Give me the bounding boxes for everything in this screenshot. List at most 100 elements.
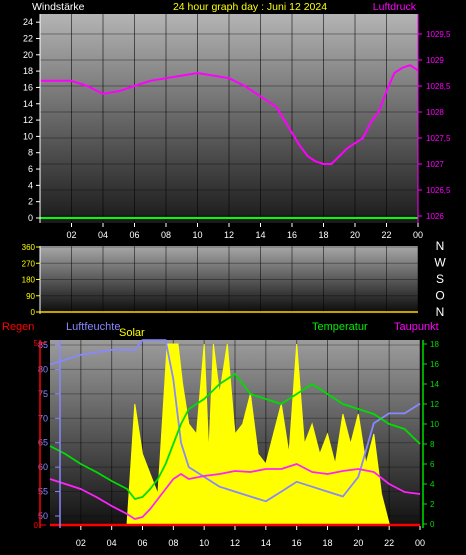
luftfeuchte-label: Luftfeuchte: [66, 321, 120, 333]
x-tick-label: 02: [76, 538, 86, 548]
taupunkt-label: Taupunkt: [394, 321, 439, 333]
humidity-tick-label: 70: [38, 413, 48, 423]
x-tick-label: 08: [161, 230, 171, 240]
x-tick-label: 02: [66, 230, 76, 240]
regen-label: Regen: [2, 321, 34, 333]
humidity-tick-label: 60: [38, 462, 48, 472]
temperature-axis-ticks: 0 2 4 6 8 10 12 14 16 18: [423, 340, 439, 529]
direction-tick-label: 180: [22, 276, 36, 285]
wind-tick-label: 10: [23, 131, 33, 141]
direction-tick-label: 270: [22, 259, 36, 268]
wind-tick-label: 18: [23, 66, 33, 76]
compass-label-n: N: [436, 239, 445, 253]
humidity-tick-label: 85: [38, 340, 48, 350]
x-tick-label: 12: [224, 230, 234, 240]
x-tick-label: 06: [129, 230, 139, 240]
pressure-tick-label: 1027,5: [426, 134, 451, 143]
x-tick-label: 04: [107, 538, 117, 548]
x-tick-label: 14: [255, 230, 265, 240]
wind-tick-label: 22: [23, 33, 33, 43]
humidity-line: [49, 339, 421, 503]
wind-tick-label: 8: [28, 148, 33, 158]
pressure-tick-label: 1027: [426, 160, 444, 169]
temperature-tick-label: 14: [430, 380, 439, 389]
x-tick-label: 04: [98, 230, 108, 240]
humidity-axis-ticks: 50 55 60 65 70 75 80 85: [38, 340, 60, 521]
direction-tick-label: 360: [22, 243, 36, 252]
wind-direction-grid: [40, 246, 419, 314]
solar-label: Solar: [119, 327, 145, 339]
temperature-tick-label: 0: [430, 520, 435, 529]
x-tick-label: 14: [261, 538, 271, 548]
climate-series: [49, 339, 421, 527]
rain-tick-label: 5: [34, 339, 39, 348]
wind-tick-label: 2: [28, 197, 33, 207]
wind-tick-label: 20: [23, 50, 33, 60]
dewpoint-line: [49, 463, 421, 520]
wind-pressure-grid: [40, 14, 419, 223]
luftdruck-label: Luftdruck: [373, 1, 417, 13]
temperature-tick-label: 6: [430, 460, 435, 469]
temperature-tick-label: 8: [430, 440, 435, 449]
compass-label-n: N: [436, 305, 445, 319]
direction-axis-ticks: 0 90 180 270 360: [22, 243, 40, 317]
temperature-tick-label: 16: [430, 360, 439, 369]
humidity-tick-label: 65: [38, 438, 48, 448]
x-tick-label: 06: [137, 538, 147, 548]
x-tick-label: 18: [322, 538, 332, 548]
rain-tick-label: 0: [34, 521, 39, 530]
compass-label-s: S: [436, 272, 444, 286]
pressure-tick-label: 1028: [426, 108, 444, 117]
x-tick-label: 22: [384, 538, 394, 548]
x-tick-label: 00: [415, 538, 425, 548]
wind-pressure-series: [40, 64, 419, 219]
humidity-tick-label: 50: [38, 511, 48, 521]
wind-tick-label: 14: [23, 99, 33, 109]
direction-tick-label: 90: [26, 292, 35, 301]
x-tick-label: 18: [318, 230, 328, 240]
direction-tick-label: 0: [31, 308, 36, 317]
wind-tick-label: 0: [28, 213, 33, 223]
wind-tick-label: 16: [23, 82, 33, 92]
wind-tick-label: 12: [23, 115, 33, 125]
time-axis-ticks-top: 02 04 06 08 10 12 14 16 18 20 22 00: [66, 223, 423, 240]
humidity-tick-label: 80: [38, 364, 48, 374]
wind-tick-label: 24: [23, 17, 33, 27]
compass-label-w: W: [434, 256, 446, 270]
wind-tick-label: 4: [28, 180, 33, 190]
pressure-tick-label: 1026: [426, 212, 444, 221]
x-tick-label: 00: [413, 230, 423, 240]
time-axis-ticks-bottom: 02 04 06 08 10 12 14 16 18 20 22 00: [76, 526, 425, 548]
x-tick-label: 16: [292, 538, 302, 548]
x-tick-label: 10: [199, 538, 209, 548]
compass-label-o: O: [435, 289, 444, 303]
humidity-tick-label: 75: [38, 389, 48, 399]
humidity-tick-label: 55: [38, 487, 48, 497]
temperature-tick-label: 12: [430, 400, 439, 409]
rain-axis-ticks: 05: [34, 339, 46, 530]
temperature-tick-label: 18: [430, 340, 439, 349]
temperatur-label: Temperatur: [312, 321, 368, 333]
pressure-tick-label: 1026,5: [426, 186, 451, 195]
temperature-tick-label: 2: [430, 500, 435, 509]
x-tick-label: 10: [192, 230, 202, 240]
pressure-tick-label: 1029: [426, 56, 444, 65]
pressure-line: [40, 64, 419, 165]
x-tick-label: 20: [353, 538, 363, 548]
temperature-tick-label: 10: [430, 420, 439, 429]
pressure-tick-label: 1028,5: [426, 82, 451, 91]
pressure-tick-label: 1029,5: [426, 30, 451, 39]
x-tick-label: 20: [350, 230, 360, 240]
x-tick-label: 12: [230, 538, 240, 548]
wind-tick-label: 6: [28, 164, 33, 174]
x-tick-label: 22: [381, 230, 391, 240]
chart-title: 24 hour graph day : Juni 12 2024: [173, 1, 327, 13]
windstaerke-label: Windstärke: [32, 1, 85, 13]
x-tick-label: 16: [287, 230, 297, 240]
temperature-tick-label: 4: [430, 480, 435, 489]
temperature-line: [49, 373, 421, 500]
